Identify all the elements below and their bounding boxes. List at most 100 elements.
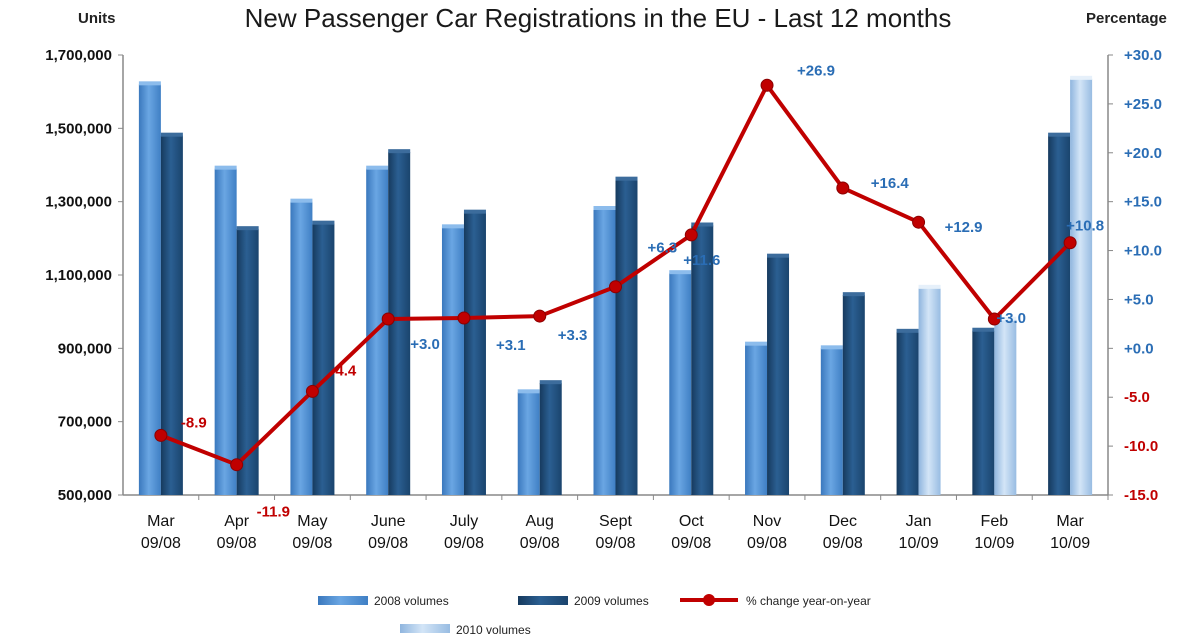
bar-2008 <box>138 84 161 495</box>
bar-2009-cap <box>463 209 486 214</box>
pct-change-marker <box>533 309 547 323</box>
x-tick-label-month: Apr <box>224 513 250 530</box>
bar-2008 <box>441 227 464 496</box>
bar-2009-cap <box>896 328 919 333</box>
legend-swatch-marker <box>703 594 715 606</box>
bar-2008 <box>290 201 313 495</box>
bar-2010 <box>1070 78 1093 495</box>
pct-data-label: +3.0 <box>410 336 440 353</box>
bar-2008-cap <box>669 270 692 275</box>
pct-data-label: -4.4 <box>330 362 357 379</box>
bar-2010 <box>994 319 1017 495</box>
y2-tick-label: -5.0 <box>1124 389 1150 406</box>
x-tick-label-month: Jan <box>906 513 932 530</box>
bar-2008-cap <box>441 224 464 229</box>
pct-data-label: +12.9 <box>945 219 983 236</box>
bar-2010-cap <box>1070 75 1093 80</box>
x-tick-label-year: 09/08 <box>595 535 635 552</box>
bar-2009-cap <box>615 176 638 181</box>
bar-2008-cap <box>820 345 843 350</box>
bar-2008-cap <box>290 198 313 203</box>
y-tick-label: 700,000 <box>58 414 112 431</box>
x-tick-label-year: 09/08 <box>671 535 711 552</box>
pct-data-label: -8.9 <box>181 414 207 431</box>
legend-label-2008: 2008 volumes <box>374 594 449 608</box>
bar-2009 <box>842 295 865 495</box>
bar-2010 <box>918 287 941 495</box>
bar-2009-cap <box>691 222 714 227</box>
x-tick-label-year: 10/09 <box>974 535 1014 552</box>
bar-2008 <box>517 392 540 495</box>
pct-change-marker <box>381 312 395 326</box>
legend-label-2010: 2010 volumes <box>456 623 531 637</box>
x-tick-label-year: 09/08 <box>141 535 181 552</box>
x-tick-label-year: 09/08 <box>747 535 787 552</box>
x-tick-label-month: June <box>371 513 406 530</box>
pct-change-marker <box>457 311 471 325</box>
chart-title: New Passenger Car Registrations in the E… <box>245 3 952 33</box>
bar-2009 <box>896 331 919 495</box>
y2-tick-label: +20.0 <box>1124 145 1162 162</box>
bar-2009-cap <box>236 226 259 231</box>
bar-2009-cap <box>842 292 865 297</box>
bar-2008-cap <box>593 206 616 210</box>
bar-2009 <box>236 229 259 495</box>
bar-2009-cap <box>972 327 995 332</box>
y2-tick-label: +5.0 <box>1124 291 1154 308</box>
pct-change-marker <box>609 280 622 294</box>
bar-2010-cap <box>994 316 1017 321</box>
pct-change-marker <box>1063 236 1077 250</box>
x-tick-label-year: 09/08 <box>292 535 332 552</box>
y2-tick-label: +25.0 <box>1124 96 1162 113</box>
y-tick-label: 1,700,000 <box>45 47 112 64</box>
y-tick-label: 900,000 <box>58 340 112 357</box>
bar-2009-cap <box>539 380 562 385</box>
pct-data-label: +10.8 <box>1066 218 1104 235</box>
bar-2009-cap <box>312 220 335 225</box>
pct-change-marker <box>230 458 244 472</box>
bar-2010-cap <box>918 284 941 289</box>
x-tick-label-year: 10/09 <box>899 535 939 552</box>
x-tick-label-year: 09/08 <box>444 535 484 552</box>
x-tick-label-year: 09/08 <box>520 535 560 552</box>
pct-change-marker <box>154 428 168 442</box>
y-tick-label: 1,300,000 <box>45 194 112 211</box>
pct-data-label: +26.9 <box>797 62 835 79</box>
x-tick-label-year: 09/08 <box>217 535 257 552</box>
y2-tick-label: +0.0 <box>1124 340 1154 357</box>
bar-2009 <box>1048 135 1071 495</box>
x-tick-label-month: July <box>450 513 478 530</box>
pct-change-marker <box>987 312 1001 326</box>
legend-label-2009: 2009 volumes <box>574 594 649 608</box>
legend-swatch-2009 <box>518 596 568 605</box>
x-tick-label-month: Mar <box>1056 513 1084 530</box>
pct-change-marker <box>760 78 774 92</box>
bar-2009 <box>972 330 995 495</box>
y2-axis-label: Percentage <box>1086 10 1167 27</box>
y2-tick-label: +30.0 <box>1124 47 1162 64</box>
pct-data-label: -11.9 <box>257 504 290 521</box>
x-tick-label-month: Dec <box>829 513 857 530</box>
bar-2009 <box>539 383 562 495</box>
bar-2009 <box>691 225 714 495</box>
y2-tick-label: -10.0 <box>1124 438 1158 455</box>
bar-2008-cap <box>517 389 540 394</box>
bar-2009 <box>388 152 411 495</box>
pct-data-label: +3.3 <box>558 327 588 344</box>
bar-2009 <box>615 179 638 495</box>
x-tick-label-month: Sept <box>599 513 632 530</box>
legend-swatch-2010 <box>400 624 450 633</box>
x-tick-label-year: 09/08 <box>823 535 863 552</box>
y-axis-label: Units <box>78 10 116 27</box>
pct-data-label: +11.6 <box>683 252 720 269</box>
bar-2008 <box>820 348 843 495</box>
x-tick-label-year: 09/08 <box>368 535 408 552</box>
y-tick-label: 1,500,000 <box>45 120 112 137</box>
x-tick-label-year: 10/09 <box>1050 535 1090 552</box>
bar-2008-cap <box>214 165 237 170</box>
bar-2009-cap <box>1048 132 1071 137</box>
bar-2009-cap <box>388 149 411 154</box>
x-tick-label-month: Feb <box>981 513 1009 530</box>
pct-data-label: +16.4 <box>871 175 910 192</box>
